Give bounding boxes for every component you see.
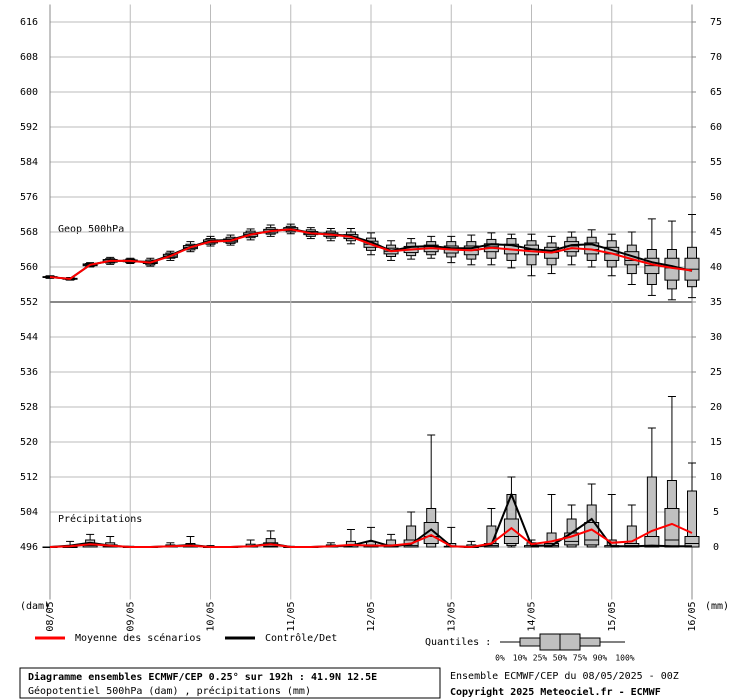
y2-tick-label: 5 [713, 507, 719, 518]
y-tick-label: 600 [20, 87, 38, 98]
x-tick-label: 08/05 [45, 602, 56, 632]
box-inner [423, 522, 439, 544]
y2-tick-label: 35 [710, 297, 722, 308]
x-tick-label: 14/05 [527, 602, 538, 632]
x-tick-label: 15/05 [607, 602, 618, 632]
box-inner [664, 508, 680, 548]
y2-tick-label: 50 [710, 192, 722, 203]
y-tick-label: 568 [20, 227, 38, 238]
quantile-label: 0% [495, 654, 505, 663]
y-axis-label: (dam) [20, 601, 50, 612]
quantile-label: 75% [573, 654, 588, 663]
y2-tick-label: 40 [710, 262, 722, 273]
y2-tick-label: 25 [710, 367, 722, 378]
geop-label: Geop 500hPa [58, 224, 124, 235]
quantile-label: 90% [593, 654, 608, 663]
legend-label: Moyenne des scénarios [75, 632, 201, 644]
x-tick-label: 12/05 [366, 602, 377, 632]
quantile-label: 100% [615, 654, 634, 663]
x-tick-label: 16/05 [687, 602, 698, 632]
caption-title: Diagramme ensembles ECMWF/CEP 0.25° sur … [28, 671, 377, 683]
x-tick-label: 10/05 [206, 602, 217, 632]
run-label: Ensemble ECMWF/CEP du 08/05/2025 - 00Z [450, 671, 679, 682]
mean-line [49, 522, 693, 549]
y2-tick-label: 60 [710, 122, 722, 133]
y-tick-label: 584 [20, 157, 38, 168]
precip-label: Précipitations [58, 513, 142, 525]
quantile-label: 50% [553, 654, 568, 663]
quantiles-title: Quantiles : [425, 637, 491, 648]
y2-tick-label: 55 [710, 157, 722, 168]
x-tick-label: 09/05 [125, 602, 136, 632]
y-tick-label: 520 [20, 437, 38, 448]
copyright: Copyright 2025 Meteociel.fr - ECMWF [450, 686, 661, 698]
y-tick-label: 608 [20, 52, 38, 63]
y-tick-label: 616 [20, 17, 38, 28]
y-tick-label: 504 [20, 507, 38, 518]
y-tick-label: 496 [20, 542, 38, 553]
y2-tick-label: 15 [710, 437, 722, 448]
box-inner [644, 536, 660, 548]
quantile-label: 25% [533, 654, 548, 663]
mean-line [49, 228, 693, 280]
y-tick-label: 512 [20, 472, 38, 483]
y2-tick-label: 65 [710, 87, 722, 98]
y-tick-label: 576 [20, 192, 38, 203]
y2-tick-label: 45 [710, 227, 722, 238]
y-tick-label: 536 [20, 367, 38, 378]
y2-axis-label: (mm) [705, 601, 729, 612]
y2-tick-label: 0 [713, 542, 719, 553]
box-inner [503, 518, 519, 544]
y2-tick-label: 75 [710, 17, 722, 28]
y2-tick-label: 10 [710, 472, 722, 483]
x-tick-label: 11/05 [286, 602, 297, 632]
y2-tick-label: 30 [710, 332, 722, 343]
quantile-label: 10% [513, 654, 528, 663]
y-tick-label: 552 [20, 297, 38, 308]
caption-box [19, 667, 441, 699]
y2-tick-label: 70 [710, 52, 722, 63]
caption-subtitle: Géopotentiel 500hPa (dam) , précipitatio… [28, 685, 311, 697]
legend-label: Contrôle/Det [265, 632, 337, 644]
y-tick-label: 528 [20, 402, 38, 413]
y-tick-label: 544 [20, 332, 38, 343]
y-tick-label: 560 [20, 262, 38, 273]
y2-tick-label: 20 [710, 402, 722, 413]
y-tick-label: 592 [20, 122, 38, 133]
x-tick-label: 13/05 [446, 602, 457, 632]
